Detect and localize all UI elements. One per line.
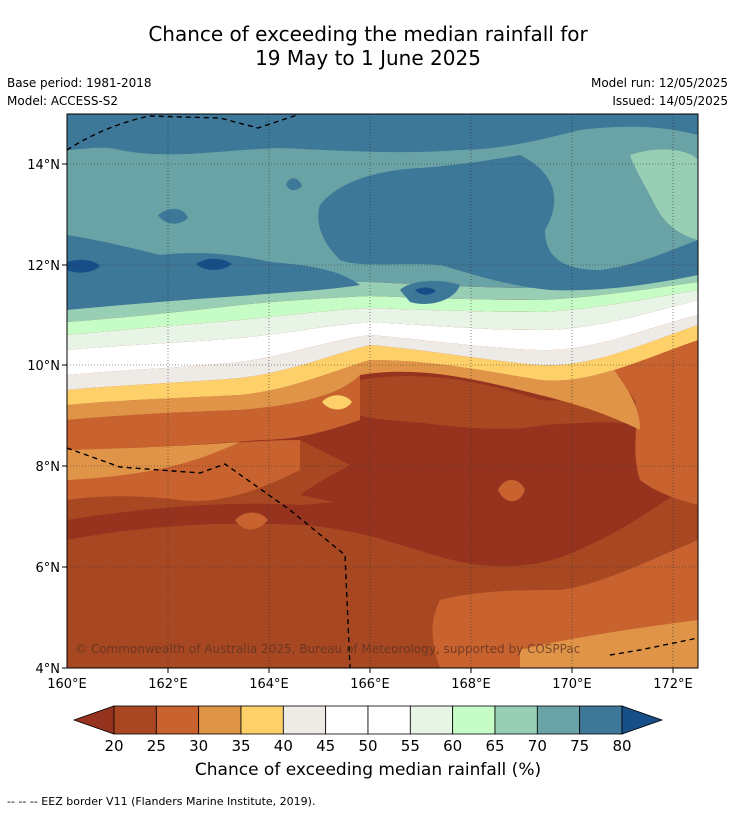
colorbar-segment [536, 705, 581, 735]
region-40b [322, 395, 352, 410]
lon-tick-label: 160°E [47, 677, 87, 692]
meta-right: Model run: 12/05/2025 Issued: 14/05/2025 [591, 74, 728, 110]
region-30e [498, 479, 525, 502]
colorbar-over-arrow [621, 705, 664, 735]
colorbar-title: Chance of exceeding median rainfall (%) [194, 760, 542, 780]
lat-tick-label: 12°N [27, 259, 60, 274]
region-40 [67, 325, 698, 405]
colorbar-tick-label: 45 [316, 737, 335, 755]
legend-footer: -- -- -- EEZ border V11 (Flanders Marine… [7, 795, 316, 808]
colorbar-segment [198, 705, 242, 735]
colorbar-segment [155, 705, 200, 735]
colorbar [72, 705, 664, 735]
region-25c [360, 360, 698, 440]
region-65 [67, 282, 698, 335]
title-line-2: 19 May to 1 June 2025 [255, 46, 481, 70]
colorbar-segment [113, 705, 157, 735]
lon-tick-label: 162°E [148, 677, 188, 692]
copyright-text: © Commonwealth of Australia 2025, Bureau… [75, 642, 580, 656]
issued-date: Issued: 14/05/2025 [612, 94, 728, 108]
colorbar-tick-label: 25 [147, 737, 166, 755]
colorbar-tick-label: 20 [104, 737, 123, 755]
base-period: Base period: 1981-2018 [7, 76, 152, 90]
lat-tick-label: 14°N [27, 158, 60, 173]
lon-tick-label: 168°E [451, 677, 491, 692]
lat-tick-label: 4°N [36, 662, 61, 677]
tick-marks [62, 163, 674, 673]
colorbar-tick-label: 75 [570, 737, 589, 755]
lat-tick-label: 10°N [27, 359, 60, 374]
region-30f [67, 375, 360, 450]
lon-tick-label: 166°E [350, 677, 390, 692]
map-title: Chance of exceeding the median rainfall … [0, 22, 736, 70]
colorbar-tick-label: 35 [231, 737, 250, 755]
lat-tick-label: 6°N [36, 561, 61, 576]
region-20b [300, 430, 512, 532]
region-80e [286, 178, 302, 191]
colorbar-tick-label: 30 [189, 737, 208, 755]
colorbar-segment [325, 705, 369, 735]
graticule [67, 114, 698, 668]
title-line-1: Chance of exceeding the median rainfall … [148, 22, 588, 46]
lon-tick-label: 170°E [552, 677, 592, 692]
colorbar-segment [282, 705, 327, 735]
colorbar-tick-label: 60 [443, 737, 462, 755]
region-70 [67, 265, 698, 322]
colorbar-segment [240, 705, 284, 735]
rainfall-map [67, 114, 698, 668]
region-30c [600, 330, 698, 505]
region-30d [235, 512, 268, 530]
region-70-topright [630, 149, 698, 240]
region-35b [67, 442, 240, 480]
colorbar-segment [494, 705, 538, 735]
region-over-c [415, 287, 436, 295]
colorbar-ticks: 20 25 30 35 40 45 50 55 60 65 70 75 80 [104, 737, 631, 755]
lon-labels: 160°E 162°E 164°E 166°E 168°E 170°E 172°… [47, 677, 693, 692]
region-80b [67, 235, 360, 310]
region-80a [318, 155, 698, 291]
colorbar-tick-label: 65 [485, 737, 504, 755]
colorbar-tick-label: 80 [612, 737, 631, 755]
colorbar-under-arrow [72, 705, 115, 735]
lat-tick-label: 8°N [36, 460, 61, 475]
region-80d [158, 208, 188, 224]
lat-labels: 14°N 12°N 10°N 8°N 6°N 4°N [27, 158, 60, 677]
colorbar-segment [409, 705, 454, 735]
region-35c [520, 620, 698, 668]
meta-left: Base period: 1981-2018 Model: ACCESS-S2 [7, 74, 152, 110]
region-50 [67, 300, 698, 375]
model-run: Model run: 12/05/2025 [590, 76, 728, 90]
region-60 [67, 290, 698, 350]
colorbar-segment [452, 705, 496, 735]
colorbar-segment [367, 705, 411, 735]
colorbar-tick-label: 40 [274, 737, 293, 755]
colorbar-tick-label: 70 [528, 737, 547, 755]
region-over-a [67, 259, 100, 273]
lon-tick-label: 172°E [653, 677, 693, 692]
region-over-b [196, 258, 232, 270]
lon-tick-label: 164°E [249, 677, 289, 692]
model-name: Model: ACCESS-S2 [7, 94, 119, 108]
eez-border [67, 114, 698, 668]
colorbar-segment [579, 705, 623, 735]
colorbar-tick-label: 50 [358, 737, 377, 755]
colorbar-tick-label: 55 [401, 737, 420, 755]
region-80-top [67, 114, 698, 155]
map-frame [66, 113, 699, 669]
region-45 [67, 315, 698, 390]
region-35 [67, 330, 698, 430]
